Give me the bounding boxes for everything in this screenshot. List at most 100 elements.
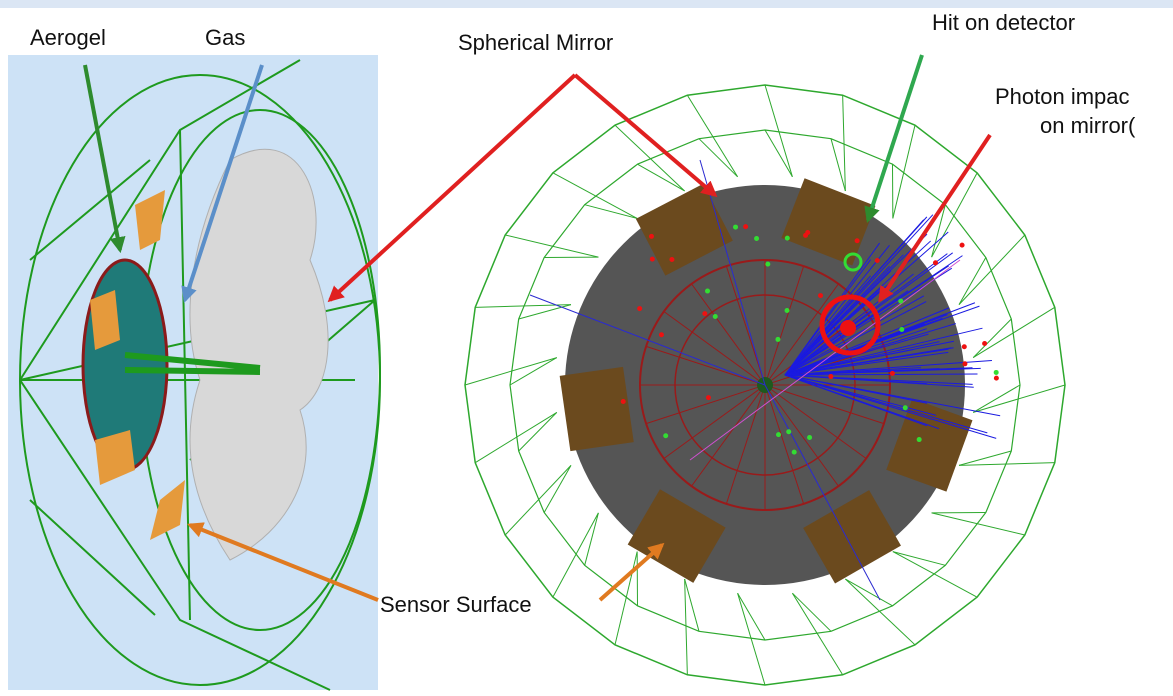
wire (958, 257, 987, 305)
hit (658, 332, 664, 338)
hit-ring (843, 252, 863, 272)
hit (648, 233, 654, 239)
track (784, 259, 871, 376)
spoke (663, 384, 766, 459)
track (784, 305, 980, 376)
wire (474, 411, 558, 464)
sensor (635, 183, 733, 276)
wire (892, 125, 916, 219)
track (764, 384, 881, 601)
hit (898, 298, 904, 304)
track (784, 349, 914, 376)
wire (958, 450, 1012, 466)
track (784, 302, 976, 376)
wire (842, 95, 846, 191)
hit (743, 224, 749, 230)
hit (959, 242, 965, 248)
right-wireframe (464, 84, 1066, 686)
wire (509, 357, 558, 386)
wire (892, 551, 946, 566)
hit (663, 433, 669, 439)
hit (669, 257, 675, 262)
spoke (764, 384, 867, 459)
spoke (725, 265, 766, 386)
sensor (781, 178, 876, 266)
wire (892, 551, 978, 598)
wire (684, 579, 688, 675)
wire (958, 234, 1026, 305)
wire (518, 412, 558, 452)
track (784, 373, 978, 376)
hit (993, 369, 999, 375)
wire (637, 163, 685, 192)
track (784, 267, 953, 376)
hit (982, 340, 988, 346)
track (784, 374, 988, 434)
sensor (559, 366, 634, 452)
track (784, 295, 925, 376)
spoke (691, 384, 766, 487)
track (784, 214, 934, 376)
track (784, 245, 890, 376)
top-band (0, 0, 1173, 8)
wire (845, 578, 893, 607)
hit (889, 370, 895, 376)
wire (972, 318, 1012, 358)
hit (754, 236, 760, 242)
wire (464, 357, 557, 386)
sensor (627, 489, 726, 583)
track (699, 159, 766, 386)
wire (830, 138, 846, 192)
wire (931, 204, 946, 258)
wire (584, 204, 638, 219)
track (784, 359, 992, 376)
hit (702, 311, 708, 317)
hit (828, 374, 834, 380)
hit (993, 375, 999, 381)
wire (931, 172, 978, 258)
spoke (764, 384, 885, 425)
wire (792, 592, 832, 632)
sensor (886, 398, 973, 492)
track (784, 367, 981, 376)
track (784, 233, 928, 376)
hit (705, 288, 711, 294)
hit (733, 224, 739, 230)
spoke (764, 384, 839, 487)
track (784, 275, 872, 376)
hit (902, 405, 908, 411)
hit (807, 435, 813, 441)
wire (614, 124, 685, 192)
track (784, 253, 948, 376)
spoke (725, 384, 766, 505)
hit (791, 449, 797, 455)
wire (972, 306, 1056, 359)
hit (818, 293, 824, 299)
mirror-shape (189, 148, 329, 561)
hit (854, 238, 860, 244)
wire (518, 304, 572, 320)
wire (973, 384, 1066, 413)
label: Hit on detector (932, 10, 1075, 35)
hit (775, 336, 781, 342)
wire (686, 94, 739, 178)
hit (899, 326, 905, 332)
hit (705, 395, 711, 401)
wire (552, 172, 638, 219)
label: Aerogel (30, 25, 106, 50)
wire (584, 512, 599, 566)
wire (959, 462, 1055, 466)
photon-ring (819, 294, 881, 356)
label: Gas (205, 25, 245, 50)
wire (505, 234, 599, 258)
track (784, 347, 954, 376)
sensor (803, 490, 901, 584)
arrows (83, 54, 992, 602)
spoke (764, 265, 805, 386)
track (689, 259, 961, 461)
hit (620, 399, 626, 405)
wire (737, 592, 766, 641)
track (784, 374, 973, 385)
wire (684, 578, 700, 632)
